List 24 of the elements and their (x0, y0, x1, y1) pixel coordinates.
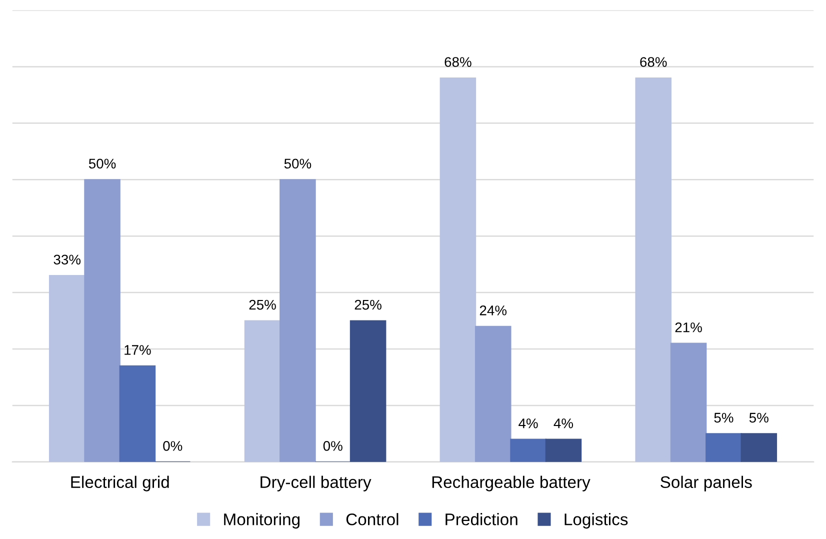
data-label: 50% (88, 158, 116, 169)
legend-label: Prediction (446, 513, 518, 526)
data-label: 24% (480, 306, 507, 316)
data-label: 33% (54, 254, 81, 265)
data-label: 68% (444, 57, 472, 67)
legend-label: Monitoring (224, 513, 300, 529)
legend-label: Control (346, 513, 398, 526)
data-label: 0% (323, 441, 342, 451)
data-label: 68% (640, 57, 667, 67)
x-tick-label: Electrical grid (71, 476, 169, 492)
x-tick-label: Solar panels (660, 476, 752, 492)
data-label: 5% (714, 412, 734, 423)
data-label: 5% (749, 412, 768, 423)
data-label: 50% (284, 158, 312, 169)
data-label: 21% (675, 322, 702, 332)
data-label: 0% (163, 441, 182, 451)
data-label: 25% (249, 300, 276, 310)
data-label: 4% (554, 418, 574, 428)
legend-label: Logistics (564, 513, 628, 529)
data-label: 25% (354, 300, 382, 310)
x-tick-label: Rechargeable battery (432, 476, 590, 492)
data-label: 17% (124, 345, 151, 355)
x-tick-label: Dry-cell battery (260, 476, 372, 492)
data-label: 4% (518, 418, 538, 428)
